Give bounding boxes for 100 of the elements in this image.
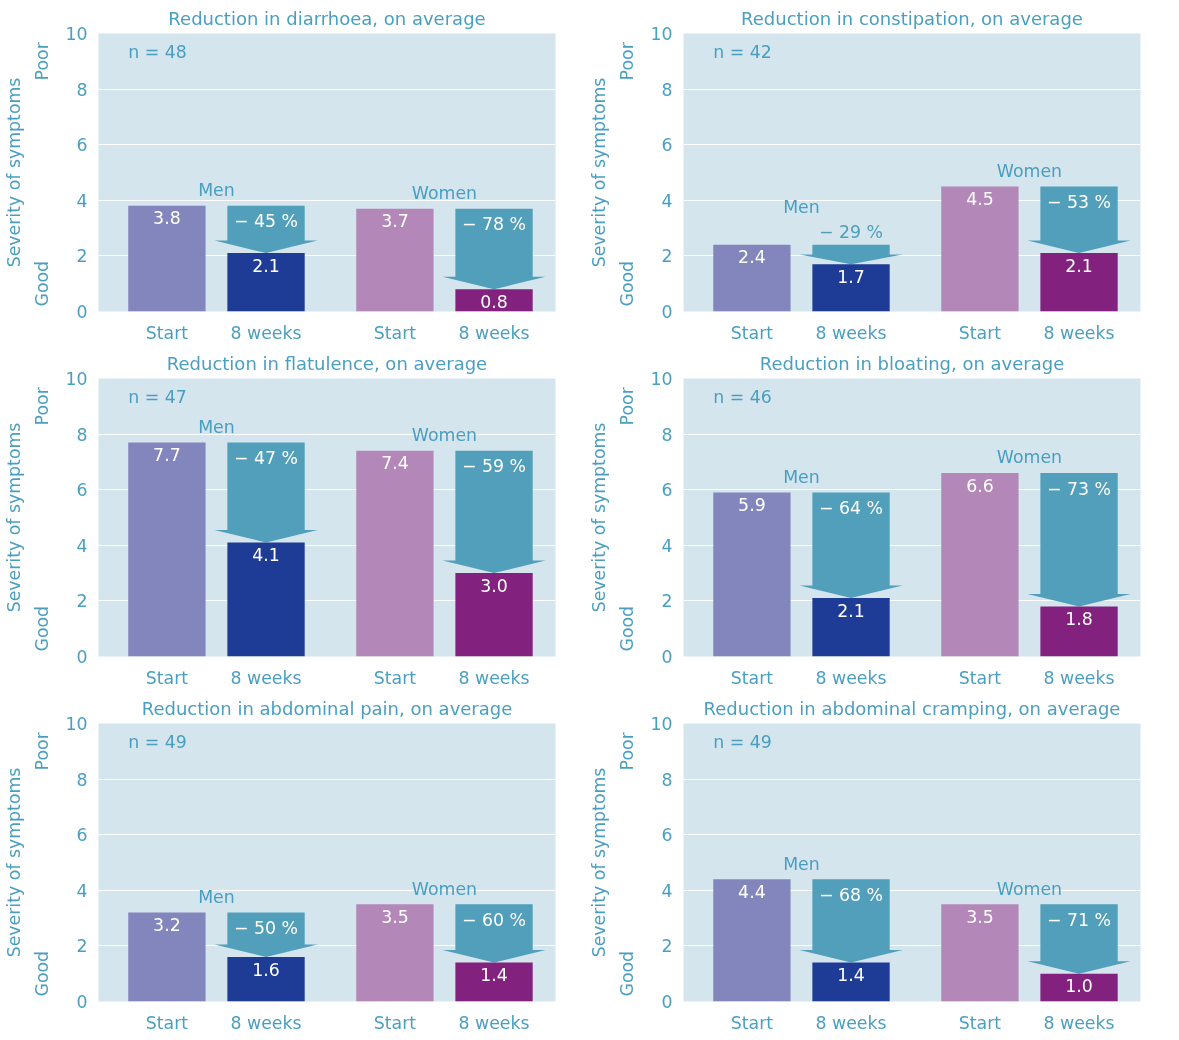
text: Good bbox=[617, 605, 638, 652]
x-tick-label: 8 weeks bbox=[230, 322, 302, 343]
y-tick-label: 6 bbox=[661, 480, 673, 501]
series-label: Men bbox=[783, 853, 820, 874]
annotation: − 64 % bbox=[819, 498, 884, 519]
annotation: − 78 % bbox=[462, 214, 527, 235]
x-tick-label: Start bbox=[145, 1012, 189, 1033]
series-label: Men bbox=[783, 196, 820, 217]
annotation: − 59 % bbox=[462, 456, 527, 477]
x-tick-label: Start bbox=[373, 667, 417, 688]
x-tick-label: Start bbox=[958, 1012, 1002, 1033]
x-tick-label: 8 weeks bbox=[458, 322, 530, 343]
y-tick-label: 0 bbox=[661, 992, 673, 1012]
x-tick-label: 8 weeks bbox=[1043, 667, 1115, 688]
chart-title: Reduction in abdominal cramping, on average bbox=[703, 697, 1121, 719]
chart-title: Reduction in constipation, on average bbox=[741, 7, 1083, 29]
data-label: 2.1 bbox=[837, 600, 865, 621]
y-tick-label: 8 bbox=[661, 769, 673, 790]
y-tick-label: 6 bbox=[76, 825, 88, 846]
data-label: 2.4 bbox=[738, 247, 766, 268]
series-label: Women bbox=[996, 878, 1063, 899]
data-label: 4.4 bbox=[738, 881, 766, 902]
y-tick-label: 4 bbox=[76, 190, 88, 211]
text: Good bbox=[32, 260, 53, 307]
x-tick-label: 8 weeks bbox=[815, 1012, 887, 1033]
y-tick-label: 10 bbox=[650, 714, 673, 734]
series-label: Men bbox=[198, 180, 235, 201]
y-tick-label: 8 bbox=[661, 424, 673, 445]
y-tick-label: 0 bbox=[76, 302, 88, 322]
y-tick-label: 2 bbox=[661, 591, 673, 612]
annotation: − 68 % bbox=[819, 884, 884, 905]
y-tick-label: 8 bbox=[76, 424, 88, 445]
y-tick-label: 8 bbox=[661, 79, 673, 100]
text: Good bbox=[32, 605, 53, 652]
y-axis-title: Severity of symptoms bbox=[3, 422, 24, 613]
x-tick-label: 8 weeks bbox=[1043, 322, 1115, 343]
x-tick-label: Start bbox=[730, 667, 774, 688]
data-label: 3.7 bbox=[381, 211, 409, 232]
data-label: 3.2 bbox=[153, 915, 181, 936]
chart-title: Reduction in abdominal pain, on average bbox=[141, 697, 513, 719]
data-label: 1.4 bbox=[480, 965, 508, 986]
y-tick-label: 6 bbox=[76, 480, 88, 501]
y-axis-title: Severity of symptoms bbox=[588, 422, 609, 613]
y-tick-label: 6 bbox=[661, 135, 673, 156]
annotation: − 53 % bbox=[1047, 191, 1112, 212]
data-label: 2.1 bbox=[1065, 255, 1093, 276]
chart-title: Reduction in diarrhoea, on average bbox=[168, 7, 486, 29]
text: Poor bbox=[32, 386, 53, 426]
y-tick-label: 10 bbox=[65, 714, 88, 734]
x-tick-label: Start bbox=[145, 667, 189, 688]
y-axis-title: Severity of symptoms bbox=[588, 77, 609, 268]
text: Good bbox=[32, 950, 53, 997]
series-label: Women bbox=[996, 160, 1063, 181]
x-tick-label: 8 weeks bbox=[815, 322, 887, 343]
x-tick-label: 8 weeks bbox=[230, 667, 302, 688]
series-label: Men bbox=[783, 466, 820, 487]
y-tick-label: 4 bbox=[76, 535, 88, 556]
data-label: 5.9 bbox=[738, 495, 766, 516]
x-tick-label: Start bbox=[373, 322, 417, 343]
data-label: 4.5 bbox=[966, 188, 994, 209]
y-tick-label: 4 bbox=[661, 880, 673, 901]
chart-title: Reduction in flatulence, on average bbox=[166, 352, 488, 374]
text: Poor bbox=[617, 731, 638, 771]
y-tick-label: 10 bbox=[65, 369, 88, 389]
data-label: 3.5 bbox=[381, 906, 409, 927]
y-tick-label: 2 bbox=[661, 246, 673, 267]
annotation: n = 42 bbox=[713, 41, 772, 62]
text: Good bbox=[617, 260, 638, 307]
data-label: 1.7 bbox=[837, 266, 865, 287]
annotation: n = 47 bbox=[128, 386, 187, 407]
series-label: Women bbox=[411, 425, 478, 446]
y-tick-label: 0 bbox=[661, 647, 673, 667]
text: Good bbox=[617, 950, 638, 997]
y-tick-label: 10 bbox=[65, 24, 88, 44]
y-tick-label: 0 bbox=[76, 647, 88, 667]
annotation: − 71 % bbox=[1047, 909, 1112, 930]
data-label: 1.4 bbox=[837, 965, 865, 986]
text: Poor bbox=[617, 41, 638, 81]
series-label: Women bbox=[996, 447, 1063, 468]
y-tick-label: 2 bbox=[661, 936, 673, 957]
y-tick-label: 0 bbox=[76, 992, 88, 1012]
y-tick-label: 10 bbox=[650, 24, 673, 44]
data-label: 7.7 bbox=[153, 445, 181, 465]
x-tick-label: 8 weeks bbox=[458, 667, 530, 688]
x-tick-label: Start bbox=[145, 322, 189, 343]
y-tick-label: 4 bbox=[76, 880, 88, 901]
y-tick-label: 8 bbox=[76, 79, 88, 100]
y-tick-label: 10 bbox=[650, 369, 673, 389]
series-label: Women bbox=[411, 183, 478, 204]
annotation: − 29 % bbox=[819, 222, 884, 242]
data-label: 6.6 bbox=[966, 475, 994, 496]
y-tick-label: 2 bbox=[76, 591, 88, 612]
y-tick-label: 6 bbox=[661, 825, 673, 846]
x-tick-label: Start bbox=[373, 1012, 417, 1033]
x-tick-label: 8 weeks bbox=[230, 1012, 302, 1033]
annotation: n = 48 bbox=[128, 41, 187, 62]
series-label: Women bbox=[411, 878, 478, 899]
x-tick-label: Start bbox=[958, 667, 1002, 688]
data-label: 3.5 bbox=[966, 906, 994, 927]
x-tick-label: Start bbox=[730, 322, 774, 343]
